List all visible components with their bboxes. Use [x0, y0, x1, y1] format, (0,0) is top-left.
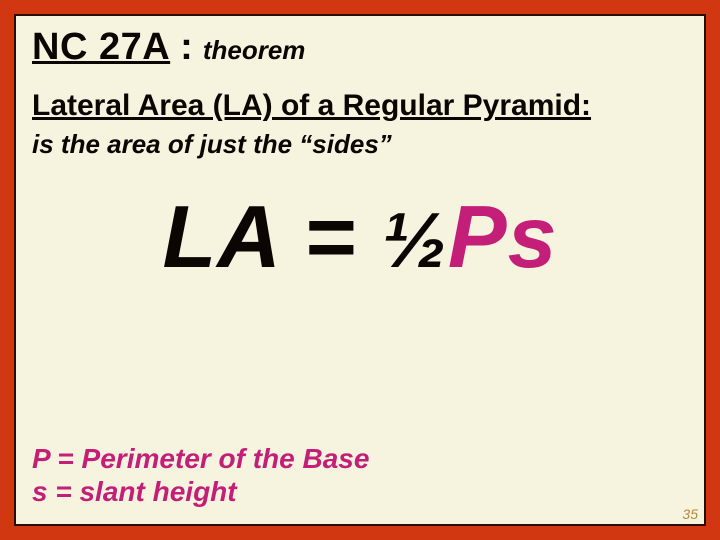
subheading: Lateral Area (LA) of a Regular Pyramid: — [32, 89, 688, 123]
legend-line-2: s = slant height — [32, 475, 369, 508]
formula-ps: Ps — [448, 187, 558, 286]
formula: LA = ½Ps — [32, 186, 688, 288]
formula-lhs: LA — [162, 187, 278, 286]
legend: P = Perimeter of the Base s = slant heig… — [32, 442, 369, 508]
title-code: NC 27A — [32, 26, 170, 69]
title-keyword: theorem — [203, 35, 306, 66]
formula-half: ½ — [382, 196, 448, 284]
title-colon: : — [180, 26, 193, 69]
description: is the area of just the “sides” — [32, 129, 688, 160]
legend-line-1: P = Perimeter of the Base — [32, 442, 369, 475]
slide-body: NC 27A: theorem Lateral Area (LA) of a R… — [14, 14, 706, 526]
title-row: NC 27A: theorem — [32, 26, 688, 69]
slide-number: 35 — [682, 506, 698, 522]
formula-eq: = — [279, 187, 382, 286]
slide-frame: NC 27A: theorem Lateral Area (LA) of a R… — [0, 0, 720, 540]
